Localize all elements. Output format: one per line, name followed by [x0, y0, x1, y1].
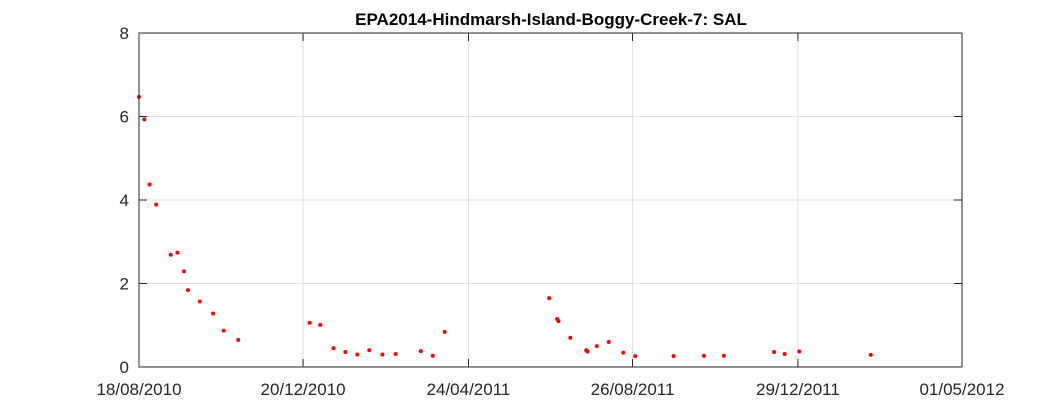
data-point — [197, 299, 202, 304]
data-point — [671, 354, 676, 359]
data-point — [393, 352, 398, 357]
data-point — [307, 320, 312, 325]
y-tick-label: 8 — [120, 24, 129, 43]
data-point — [355, 352, 360, 357]
x-tick-label: 20/12/2010 — [261, 380, 346, 399]
data-point — [868, 352, 873, 357]
chart-title: EPA2014-Hindmarsh-Island-Boggy-Creek-7: … — [355, 10, 747, 29]
data-point — [221, 328, 226, 333]
data-point — [621, 350, 626, 355]
data-point — [380, 352, 385, 357]
data-point — [772, 349, 777, 354]
y-tick-label: 2 — [120, 275, 129, 294]
data-point — [782, 352, 787, 357]
data-point — [547, 296, 552, 301]
data-point — [701, 353, 706, 358]
data-point — [418, 349, 423, 354]
data-point — [343, 349, 348, 354]
data-point — [585, 349, 590, 354]
x-tick-label: 29/12/2011 — [756, 380, 840, 399]
data-point — [181, 269, 186, 274]
x-tick-label: 18/08/2010 — [96, 380, 181, 399]
data-point — [147, 182, 152, 187]
data-point — [721, 353, 726, 358]
data-point — [633, 354, 638, 359]
data-point — [594, 344, 599, 349]
data-point — [211, 311, 216, 316]
y-tick-label: 4 — [120, 191, 129, 210]
data-point — [236, 337, 241, 342]
x-tick-label: 24/04/2011 — [427, 380, 511, 399]
data-points — [137, 94, 873, 359]
data-point — [556, 319, 561, 324]
data-point — [185, 288, 190, 293]
data-point — [142, 117, 147, 122]
axes: 18/08/2010 20/12/2010 24/04/2011 26/08/2011… — [96, 24, 1004, 399]
data-point — [606, 339, 611, 344]
y-tick-label: 6 — [120, 108, 129, 127]
data-point — [331, 346, 336, 351]
data-point — [168, 252, 173, 257]
data-point — [175, 250, 180, 255]
data-point — [430, 353, 435, 358]
data-point — [367, 348, 372, 353]
x-tick-label: 26/08/2011 — [591, 380, 675, 399]
data-point — [797, 349, 802, 354]
data-point — [442, 329, 447, 334]
data-point — [568, 335, 573, 340]
data-point — [154, 202, 159, 207]
x-tick-label: 01/05/2012 — [919, 380, 1004, 399]
y-tick-label: 0 — [120, 358, 129, 377]
data-point — [318, 322, 323, 327]
